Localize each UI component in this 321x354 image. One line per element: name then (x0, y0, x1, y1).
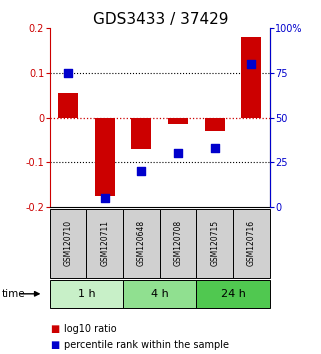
Text: GSM120711: GSM120711 (100, 221, 109, 266)
Bar (95, 118, 115, 196)
Bar (241, 37, 261, 118)
Point (212, 145, 217, 151)
Text: ■: ■ (50, 324, 59, 333)
Point (249, 61, 254, 67)
Text: GSM120715: GSM120715 (210, 220, 219, 267)
Text: percentile rank within the sample: percentile rank within the sample (64, 340, 229, 350)
Text: GSM120710: GSM120710 (64, 220, 73, 267)
Text: GSM120648: GSM120648 (137, 220, 146, 267)
Bar (131, 118, 152, 149)
Text: GSM120708: GSM120708 (174, 220, 183, 267)
Text: ■: ■ (50, 340, 59, 350)
Text: log10 ratio: log10 ratio (64, 324, 117, 333)
Bar (204, 118, 225, 131)
Text: GSM120716: GSM120716 (247, 220, 256, 267)
Point (65, 70, 71, 76)
Text: GDS3433 / 37429: GDS3433 / 37429 (93, 12, 228, 27)
Text: 1 h: 1 h (78, 289, 95, 299)
Point (102, 195, 107, 201)
Point (139, 169, 144, 174)
Bar (168, 118, 188, 124)
Point (176, 151, 181, 156)
Text: 4 h: 4 h (151, 289, 169, 299)
Text: 24 h: 24 h (221, 289, 246, 299)
Text: time: time (2, 289, 25, 299)
Bar (58, 93, 78, 118)
